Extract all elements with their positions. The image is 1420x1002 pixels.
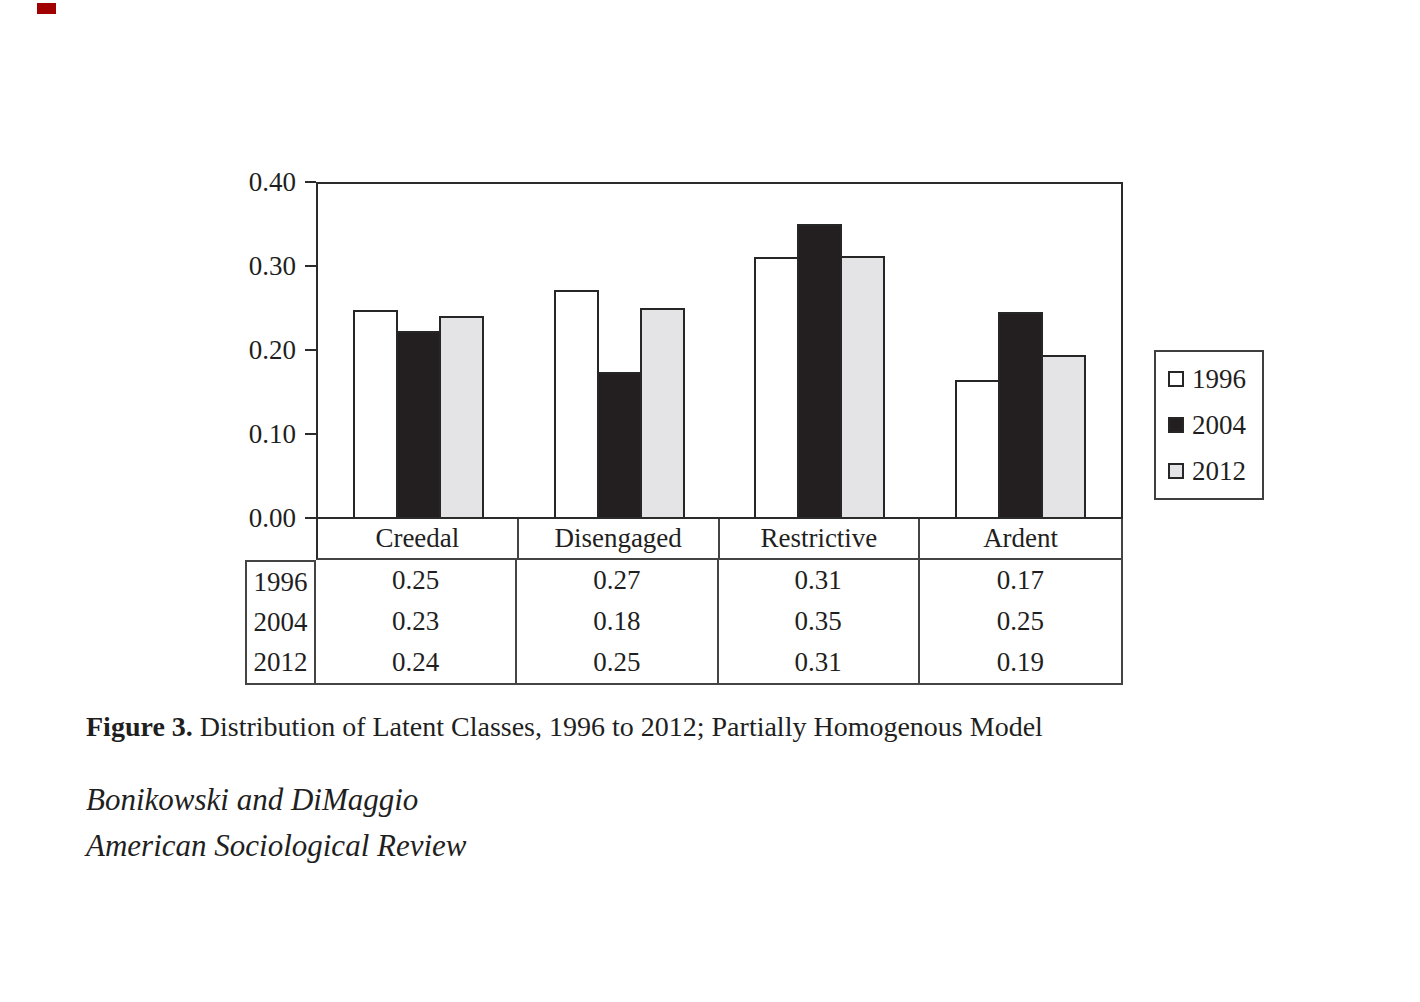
table-value: 0.31 — [719, 560, 920, 601]
red-annotation-mark — [37, 3, 56, 14]
table-value: 0.25 — [920, 601, 1121, 642]
bar-creedal-2004 — [396, 331, 441, 517]
attribution-authors: Bonikowski and DiMaggio — [86, 782, 418, 818]
bar-disengaged-2012 — [640, 308, 685, 517]
category-header-row: Creedal Disengaged Restrictive Ardent — [316, 519, 1123, 560]
y-axis-tick-mark — [305, 433, 316, 435]
table-row-labels: 1996 2004 2012 — [245, 560, 316, 685]
row-label-2004: 2004 — [247, 602, 314, 642]
table-value: 0.31 — [719, 642, 920, 683]
table-value: 0.25 — [316, 560, 517, 601]
y-axis-tick-label: 0.40 — [222, 166, 296, 198]
bar-creedal-1996 — [353, 310, 398, 517]
plot-area — [316, 182, 1123, 519]
bar-ardent-2004 — [998, 312, 1043, 517]
legend-label-2012: 2012 — [1192, 456, 1246, 487]
y-axis-tick-label: 0.20 — [222, 334, 296, 366]
y-axis-tick-label: 0.10 — [222, 418, 296, 450]
bar-restrictive-2012 — [840, 256, 885, 517]
category-label-disengaged: Disengaged — [519, 519, 720, 558]
bar-restrictive-2004 — [797, 224, 842, 517]
legend-item-2004: 2004 — [1168, 410, 1258, 441]
legend-label-1996: 1996 — [1192, 364, 1246, 395]
table-value: 0.24 — [316, 642, 517, 683]
figure-caption-text: Distribution of Latent Classes, 1996 to … — [200, 711, 1043, 742]
y-axis-tick-label: 0.30 — [222, 250, 296, 282]
legend-swatch-1996 — [1168, 371, 1184, 387]
bar-disengaged-1996 — [554, 290, 599, 517]
category-label-creedal: Creedal — [318, 519, 519, 558]
bar-ardent-2012 — [1041, 355, 1086, 517]
y-axis-tick-label: 0.00 — [222, 502, 296, 534]
legend-swatch-2012 — [1168, 463, 1184, 479]
attribution-journal: American Sociological Review — [86, 828, 467, 864]
table-value: 0.18 — [517, 601, 718, 642]
bar-disengaged-2004 — [597, 372, 642, 517]
legend: 1996 2004 2012 — [1154, 350, 1264, 500]
legend-item-1996: 1996 — [1168, 364, 1258, 395]
table-values: 0.25 0.27 0.31 0.17 0.23 0.18 0.35 0.25 … — [316, 560, 1123, 685]
bar-creedal-2012 — [439, 316, 484, 517]
table-value: 0.19 — [920, 642, 1121, 683]
figure-page: 0.40 0.30 0.20 0.10 0.00 Creedal Disenga… — [0, 0, 1420, 1002]
bar-restrictive-1996 — [754, 257, 799, 517]
table-value: 0.27 — [517, 560, 718, 601]
legend-item-2012: 2012 — [1168, 456, 1258, 487]
row-label-1996: 1996 — [247, 562, 314, 602]
table-value: 0.35 — [719, 601, 920, 642]
legend-label-2004: 2004 — [1192, 410, 1246, 441]
y-axis-tick-mark — [305, 349, 316, 351]
figure-caption: Figure 3. Distribution of Latent Classes… — [86, 711, 1043, 743]
figure-caption-label: Figure 3. — [86, 711, 193, 742]
category-label-ardent: Ardent — [920, 519, 1121, 558]
table-value: 0.23 — [316, 601, 517, 642]
table-value: 0.17 — [920, 560, 1121, 601]
category-label-restrictive: Restrictive — [720, 519, 921, 558]
y-axis-tick-mark — [305, 181, 316, 183]
row-label-2012: 2012 — [247, 643, 314, 683]
table-value: 0.25 — [517, 642, 718, 683]
legend-swatch-2004 — [1168, 417, 1184, 433]
y-axis-tick-mark — [305, 265, 316, 267]
bar-ardent-1996 — [955, 380, 1000, 517]
y-axis-tick-mark — [305, 517, 316, 519]
